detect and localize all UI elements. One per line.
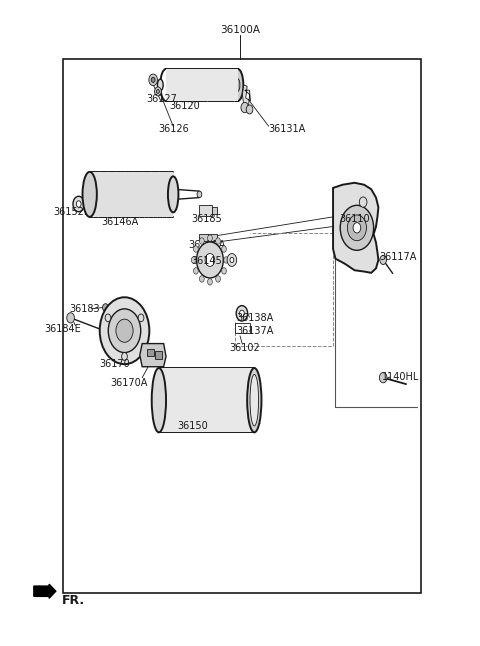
Circle shape bbox=[192, 256, 196, 263]
Circle shape bbox=[67, 313, 74, 323]
Text: 36150: 36150 bbox=[177, 421, 208, 431]
Bar bbox=[199, 205, 212, 216]
Circle shape bbox=[348, 215, 366, 241]
Circle shape bbox=[100, 297, 149, 364]
Text: 36117A: 36117A bbox=[380, 252, 417, 262]
Circle shape bbox=[340, 205, 373, 250]
Circle shape bbox=[353, 223, 361, 233]
Circle shape bbox=[241, 102, 249, 112]
Bar bbox=[199, 234, 208, 242]
Text: 36170A: 36170A bbox=[110, 379, 148, 388]
Bar bbox=[155, 351, 162, 359]
FancyArrow shape bbox=[34, 584, 56, 598]
Ellipse shape bbox=[232, 69, 243, 101]
Circle shape bbox=[76, 201, 81, 207]
Circle shape bbox=[156, 90, 159, 94]
Circle shape bbox=[108, 309, 141, 353]
Bar bbox=[90, 172, 173, 217]
Text: 36135A: 36135A bbox=[188, 240, 225, 250]
Text: 36110: 36110 bbox=[339, 214, 370, 224]
Text: 36102: 36102 bbox=[229, 343, 260, 353]
Bar bbox=[63, 59, 421, 593]
Circle shape bbox=[216, 238, 220, 244]
Circle shape bbox=[360, 197, 367, 207]
Ellipse shape bbox=[83, 172, 97, 217]
Text: 36120: 36120 bbox=[170, 101, 201, 111]
Polygon shape bbox=[242, 85, 251, 105]
Text: 36184E: 36184E bbox=[44, 324, 81, 334]
Circle shape bbox=[138, 314, 144, 322]
Bar bbox=[159, 368, 254, 432]
Polygon shape bbox=[333, 183, 378, 273]
Circle shape bbox=[73, 196, 84, 212]
Circle shape bbox=[151, 78, 155, 83]
Text: 36145: 36145 bbox=[191, 256, 222, 266]
Text: 36170: 36170 bbox=[99, 359, 131, 368]
Text: 36185: 36185 bbox=[191, 214, 222, 224]
Polygon shape bbox=[140, 344, 166, 367]
Ellipse shape bbox=[250, 375, 259, 426]
Circle shape bbox=[205, 253, 215, 266]
Bar bbox=[212, 207, 216, 214]
Text: 36183: 36183 bbox=[70, 304, 100, 314]
Bar bbox=[208, 234, 216, 242]
Circle shape bbox=[222, 267, 227, 274]
Ellipse shape bbox=[197, 191, 202, 198]
Bar bbox=[166, 69, 238, 101]
Circle shape bbox=[193, 246, 198, 252]
Circle shape bbox=[193, 267, 198, 274]
Circle shape bbox=[197, 242, 223, 278]
Text: 36146A: 36146A bbox=[101, 217, 138, 227]
Ellipse shape bbox=[160, 69, 172, 101]
Circle shape bbox=[380, 255, 386, 264]
Text: 36131A: 36131A bbox=[268, 125, 305, 134]
Circle shape bbox=[109, 331, 113, 336]
Circle shape bbox=[207, 235, 212, 242]
Circle shape bbox=[224, 256, 228, 263]
Circle shape bbox=[230, 257, 234, 262]
Circle shape bbox=[379, 373, 387, 383]
Circle shape bbox=[216, 276, 220, 282]
Circle shape bbox=[207, 278, 212, 285]
Circle shape bbox=[199, 276, 204, 282]
Text: 36126: 36126 bbox=[158, 124, 189, 134]
Bar bbox=[235, 323, 251, 333]
Text: 1140HL: 1140HL bbox=[382, 372, 419, 382]
Ellipse shape bbox=[168, 176, 179, 213]
Text: 36138A: 36138A bbox=[237, 313, 274, 323]
Text: FR.: FR. bbox=[61, 594, 84, 607]
Ellipse shape bbox=[157, 79, 163, 91]
Circle shape bbox=[149, 74, 157, 86]
Ellipse shape bbox=[247, 368, 262, 432]
Circle shape bbox=[105, 314, 111, 322]
Circle shape bbox=[246, 105, 253, 114]
Circle shape bbox=[116, 319, 133, 342]
Circle shape bbox=[236, 306, 248, 321]
Circle shape bbox=[227, 253, 237, 266]
Ellipse shape bbox=[235, 79, 240, 92]
Bar bbox=[147, 349, 154, 357]
Text: 36152B: 36152B bbox=[53, 207, 91, 217]
Circle shape bbox=[121, 353, 127, 360]
Circle shape bbox=[199, 238, 204, 244]
Text: 36100A: 36100A bbox=[220, 25, 260, 35]
Text: 36137A: 36137A bbox=[237, 326, 274, 337]
Ellipse shape bbox=[152, 368, 166, 432]
Circle shape bbox=[222, 246, 227, 252]
Circle shape bbox=[240, 310, 244, 317]
Circle shape bbox=[155, 87, 161, 96]
Circle shape bbox=[103, 304, 108, 311]
Text: 36127: 36127 bbox=[146, 94, 177, 104]
